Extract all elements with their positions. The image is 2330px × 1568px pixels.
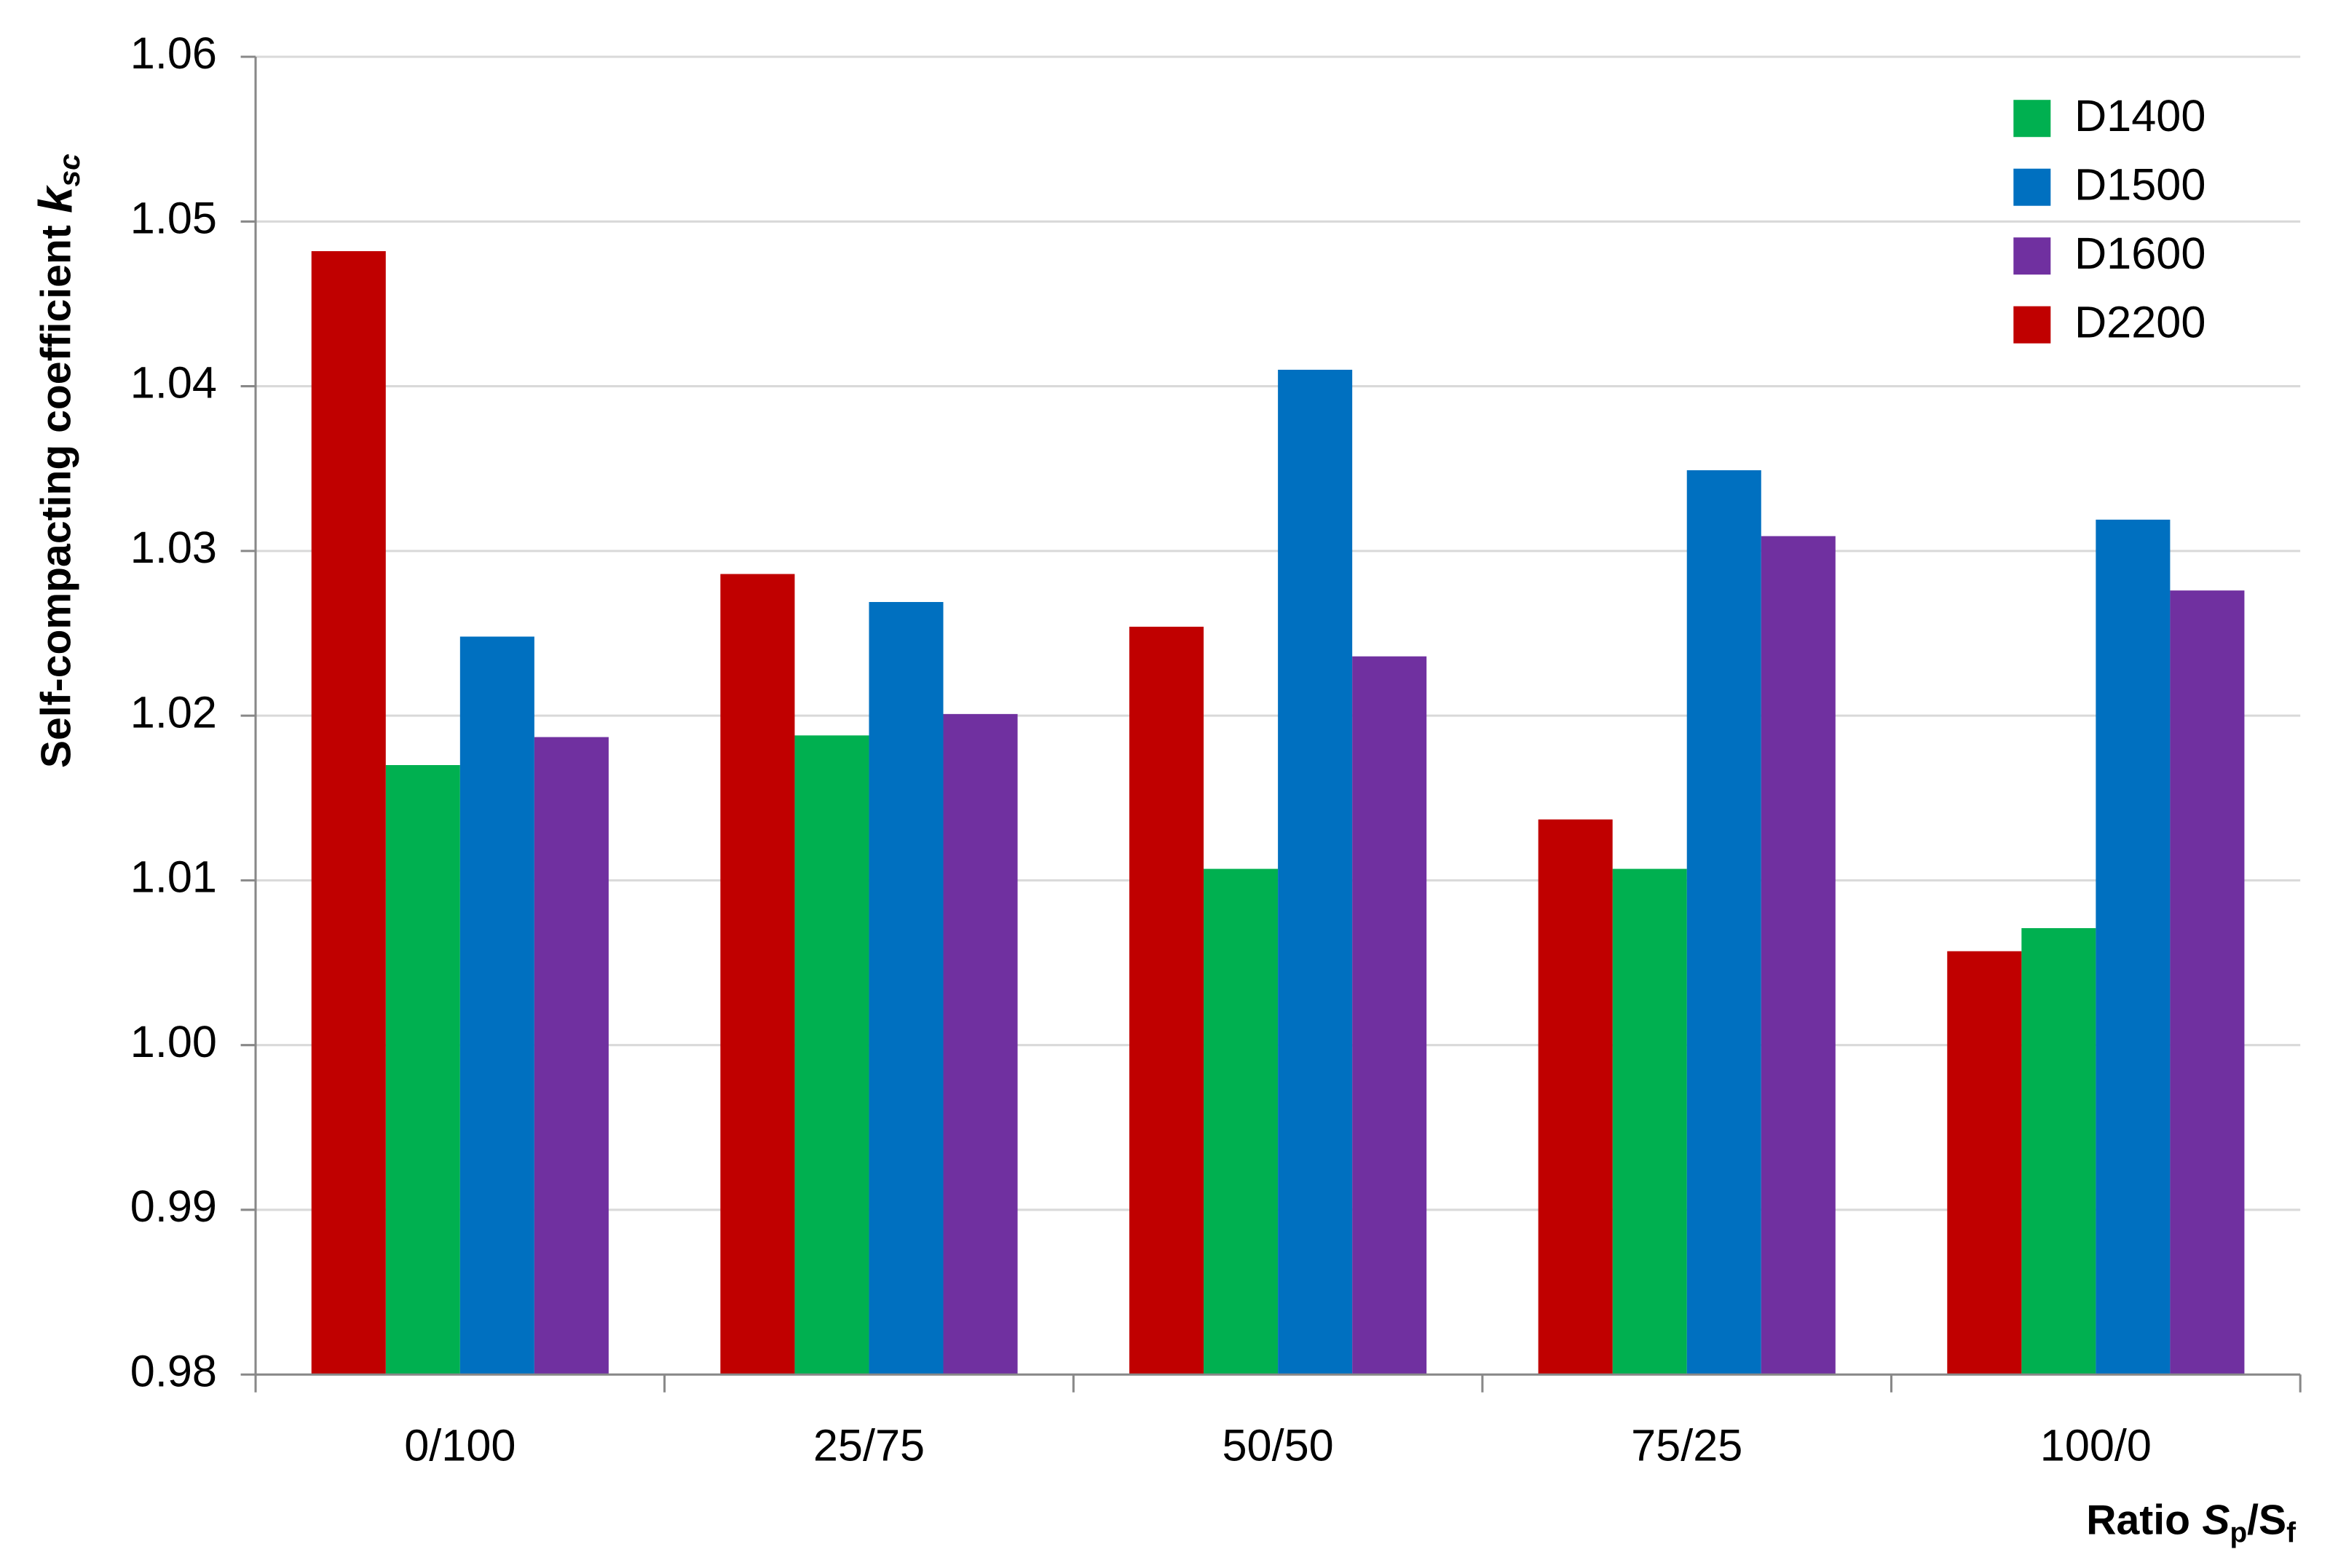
y-tick-label: 0.99 xyxy=(130,1181,217,1231)
bar xyxy=(534,737,609,1375)
bar xyxy=(2021,928,2096,1375)
x-tick-label: 0/100 xyxy=(404,1420,516,1470)
bar xyxy=(1538,819,1613,1375)
bar xyxy=(459,636,534,1375)
bar xyxy=(311,251,386,1375)
bar xyxy=(720,574,795,1375)
bar xyxy=(385,765,460,1375)
legend-label: D1600 xyxy=(2074,229,2205,278)
y-tick-label: 1.06 xyxy=(130,28,217,78)
y-tick-label: 1.03 xyxy=(130,523,217,572)
x-axis-label: Ratio Sp/Sf xyxy=(2086,1497,2296,1548)
x-tick-label: 75/25 xyxy=(1631,1420,1742,1470)
bar xyxy=(869,601,944,1375)
bar xyxy=(1612,868,1687,1375)
y-axis-label: Self-compacting coefficientksc xyxy=(29,154,86,768)
bar xyxy=(794,735,869,1375)
bar xyxy=(943,713,1018,1375)
legend-label: D1400 xyxy=(2074,91,2205,140)
bar xyxy=(1686,470,1761,1375)
x-tick-label: 50/50 xyxy=(1223,1420,1334,1470)
bar xyxy=(1278,369,1353,1375)
bar xyxy=(1352,656,1427,1375)
y-tick-label: 1.01 xyxy=(130,852,217,902)
legend-swatch xyxy=(2013,306,2051,344)
x-tick-label: 100/0 xyxy=(2040,1420,2152,1470)
y-tick-label: 1.02 xyxy=(130,687,217,737)
y-tick-label: 1.04 xyxy=(130,358,217,408)
legend-label: D2200 xyxy=(2074,297,2205,347)
bar xyxy=(1204,868,1279,1375)
y-tick-label: 1.05 xyxy=(130,193,217,242)
bar xyxy=(2096,519,2171,1375)
bar xyxy=(1761,536,1836,1375)
legend-label: D1500 xyxy=(2074,159,2205,209)
bar xyxy=(2170,590,2245,1375)
bar xyxy=(1129,626,1204,1375)
y-tick-label: 1.00 xyxy=(130,1017,217,1066)
x-tick-label: 25/75 xyxy=(813,1420,925,1470)
legend-swatch xyxy=(2013,237,2051,275)
legend-swatch xyxy=(2013,100,2051,138)
bar xyxy=(1947,951,2022,1375)
y-tick-label: 0.98 xyxy=(130,1346,217,1395)
legend-swatch xyxy=(2013,168,2051,206)
